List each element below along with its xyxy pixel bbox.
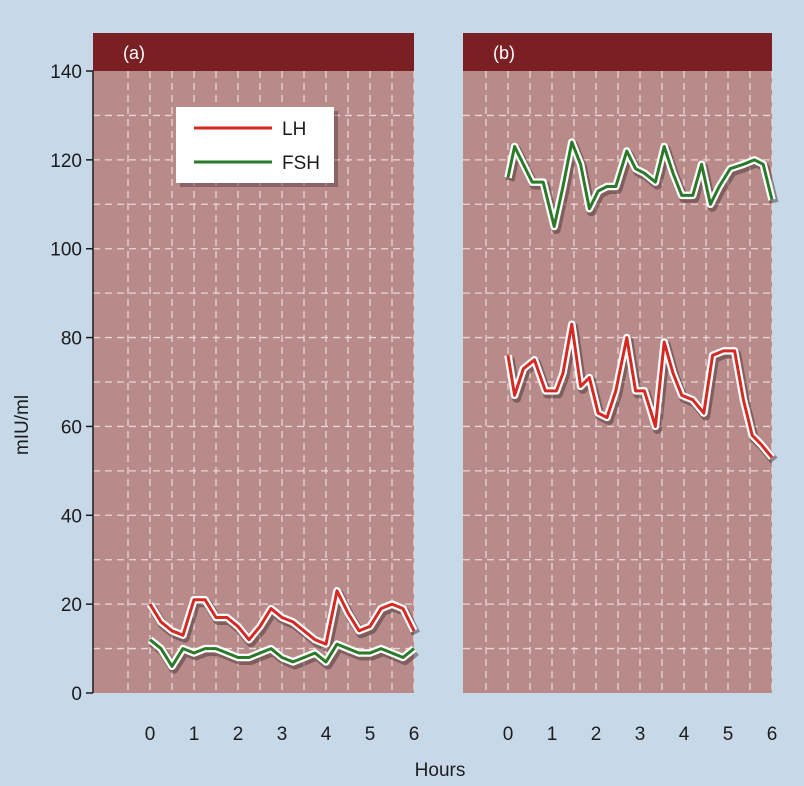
series-lh-line [506,322,774,459]
x-tick-label: 6 [409,724,420,745]
y-tick-label: 80 [61,329,82,350]
x-tick-label: 1 [547,724,558,745]
y-tick-label: 60 [61,417,82,438]
panel-header [463,33,772,71]
x-axis-title: Hours [415,760,466,781]
x-tick-label: 1 [189,724,200,745]
panel-title: (a) [123,43,145,63]
x-tick-label: 5 [723,724,734,745]
x-tick-label: 2 [591,724,602,745]
y-tick-label: 120 [50,151,82,172]
series-lh-line [148,589,416,646]
panel-header [93,33,414,71]
x-tick-label: 5 [365,724,376,745]
y-tick-label: 20 [61,595,82,616]
x-tick-label: 2 [233,724,244,745]
x-tick-label: 0 [503,724,514,745]
panel-title: (b) [493,43,515,63]
series-fsh-line [149,638,415,668]
y-tick-label: 0 [71,684,82,705]
legend-label-lh: LH [282,119,306,140]
legend-label-fsh: FSH [282,153,320,174]
x-tick-label: 6 [767,724,778,745]
x-tick-label: 4 [321,724,332,745]
y-tick-label: 40 [61,506,82,527]
x-tick-label: 3 [277,724,288,745]
x-tick-label: 0 [145,724,156,745]
legend: LH FSH [176,107,338,187]
y-tick-label: 140 [50,62,82,83]
x-tick-label: 4 [679,724,690,745]
panel-b: (b) [463,33,779,693]
y-axis-title: mIU/ml [12,395,33,455]
y-tick-label: 100 [50,240,82,261]
panels-layer: (a) (b) LH FSH [93,33,779,693]
series-fsh-line [506,140,774,228]
x-tick-label: 3 [635,724,646,745]
legend-box [176,107,334,183]
